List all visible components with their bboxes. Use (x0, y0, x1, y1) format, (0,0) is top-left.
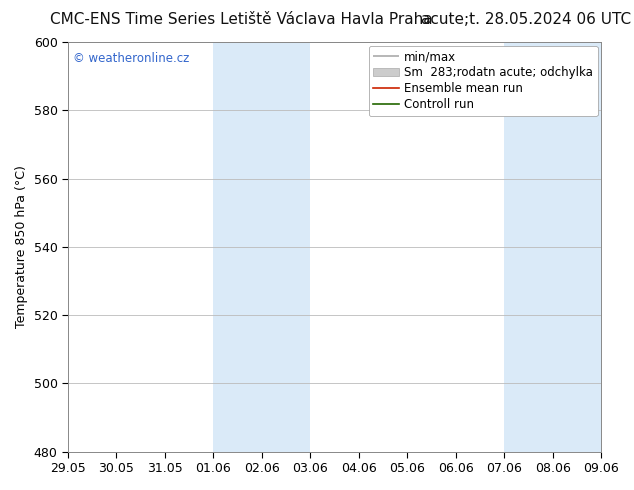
Text: © weatheronline.cz: © weatheronline.cz (74, 52, 190, 65)
Legend: min/max, Sm  283;rodatn acute; odchylka, Ensemble mean run, Controll run: min/max, Sm 283;rodatn acute; odchylka, … (368, 46, 598, 116)
Bar (214, 42, 310, 452)
Bar (504, 42, 601, 452)
Y-axis label: Temperature 850 hPa (°C): Temperature 850 hPa (°C) (15, 166, 28, 328)
Text: CMC-ENS Time Series Letiště Václava Havla Praha: CMC-ENS Time Series Letiště Václava Havl… (49, 12, 432, 27)
Text: acute;t. 28.05.2024 06 UTC: acute;t. 28.05.2024 06 UTC (421, 12, 631, 27)
